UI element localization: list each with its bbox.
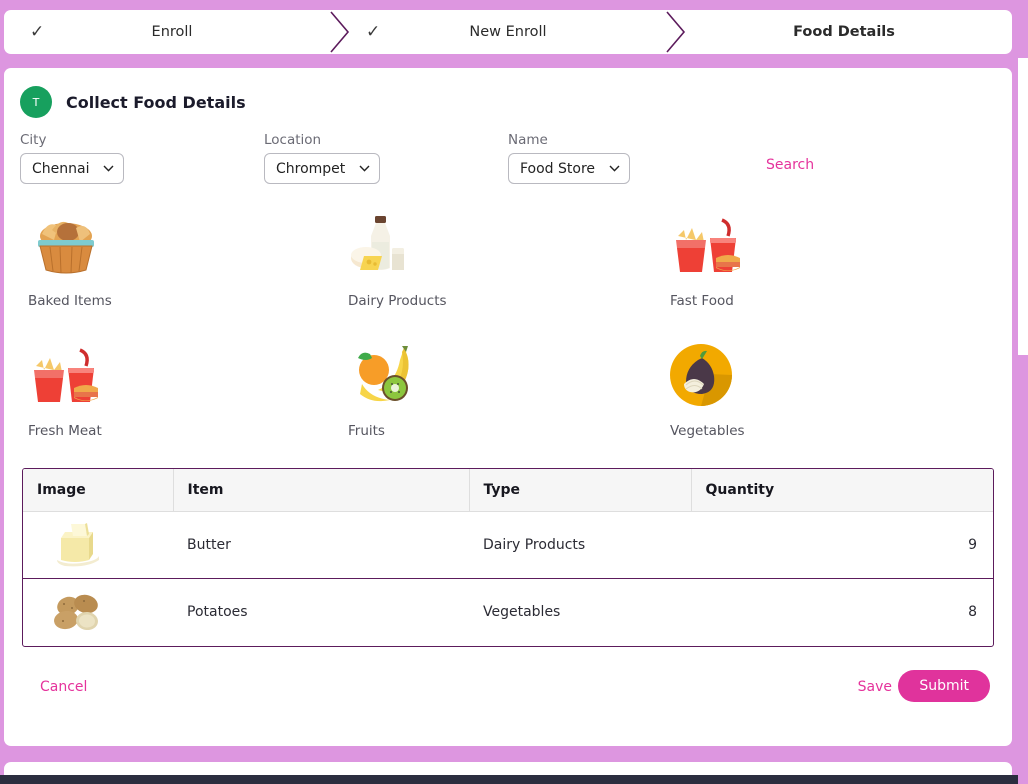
search-button[interactable]: Search xyxy=(766,157,815,173)
bread-basket-icon xyxy=(28,214,228,276)
category-label: Vegetables xyxy=(670,423,745,439)
food-details-card: T Collect Food Details City Chennai Loca… xyxy=(4,68,1012,746)
cell-type: Vegetables xyxy=(483,604,561,621)
city-select-value: Chennai xyxy=(32,160,90,177)
avatar: T xyxy=(20,86,52,118)
eggplant-circle-icon xyxy=(670,344,870,406)
category-item-dairy-products[interactable]: Dairy Products xyxy=(348,214,548,309)
category-item-baked-items[interactable]: Baked Items xyxy=(28,214,228,309)
filter-row: City Chennai Location Chrompet Name Food… xyxy=(4,132,1012,198)
cell-type: Dairy Products xyxy=(469,511,691,579)
category-label: Fresh Meat xyxy=(28,423,102,439)
column-header-type: Type xyxy=(469,469,692,512)
location-label: Location xyxy=(264,132,322,148)
cancel-button[interactable]: Cancel xyxy=(40,678,88,695)
chevron-right-separator-icon xyxy=(666,11,686,53)
food-items-table: Image Item Type Quantity xyxy=(22,468,994,647)
category-grid: Baked Items Dairy Products xyxy=(4,214,1012,468)
card-footer: Cancel Save Submit xyxy=(4,659,1012,721)
chevron-down-icon xyxy=(359,165,370,172)
bottom-bar xyxy=(0,775,1028,784)
cell-item: Butter xyxy=(173,511,469,579)
category-item-vegetables[interactable]: Vegetables xyxy=(670,344,870,439)
column-header-item: Item xyxy=(173,469,470,512)
table-row[interactable]: Butter Dairy Products 9 xyxy=(23,511,993,579)
location-field: Location Chrompet xyxy=(264,132,381,184)
city-label: City xyxy=(20,132,47,148)
butter-icon xyxy=(37,522,173,568)
page-title: Collect Food Details xyxy=(66,92,246,112)
stepper-step-label: Food Details xyxy=(793,24,895,40)
scrollbar-track[interactable] xyxy=(1018,0,1028,784)
card-header: T Collect Food Details xyxy=(4,68,1012,118)
stepper-step-enroll[interactable]: ✓ Enroll xyxy=(4,10,350,54)
stepper-step-label: Enroll xyxy=(151,24,193,40)
category-label: Fast Food xyxy=(670,293,734,309)
city-field: City Chennai xyxy=(20,132,125,184)
check-icon: ✓ xyxy=(30,21,45,42)
save-button[interactable]: Save xyxy=(857,678,892,695)
progress-stepper: ✓ Enroll ✓ New Enroll Food Details xyxy=(4,10,1012,54)
category-item-fruits[interactable]: Fruits xyxy=(348,344,548,439)
banana-orange-kiwi-icon xyxy=(348,344,548,406)
location-select-value: Chrompet xyxy=(276,160,346,177)
submit-button[interactable]: Submit xyxy=(898,669,990,702)
stepper-step-new-enroll[interactable]: ✓ New Enroll xyxy=(340,10,686,54)
column-header-quantity: Quantity xyxy=(691,469,993,512)
fries-drink-burger-icon xyxy=(28,344,228,406)
chevron-down-icon xyxy=(609,165,620,172)
cell-quantity: 8 xyxy=(968,604,977,621)
milk-bottle-cheese-icon xyxy=(348,214,548,276)
location-select[interactable]: Chrompet xyxy=(264,153,381,184)
fries-drink-burger-icon xyxy=(670,214,870,276)
stepper-step-label: New Enroll xyxy=(469,24,547,40)
chevron-down-icon xyxy=(103,165,114,172)
table-header-row: Image Item Type Quantity xyxy=(23,469,993,512)
stepper-step-food-details[interactable]: Food Details xyxy=(676,10,1012,54)
chevron-right-separator-icon xyxy=(330,11,350,53)
category-item-fast-food[interactable]: Fast Food xyxy=(670,214,870,309)
column-header-image: Image xyxy=(23,469,174,512)
name-field: Name Food Store xyxy=(508,132,631,184)
category-label: Baked Items xyxy=(28,293,112,309)
scrollbar-thumb[interactable] xyxy=(1018,58,1028,355)
name-select[interactable]: Food Store xyxy=(508,153,631,184)
cell-item: Potatoes xyxy=(187,604,248,621)
category-label: Dairy Products xyxy=(348,293,447,309)
table-row[interactable]: Potatoes Vegetables 8 xyxy=(23,579,993,646)
cell-quantity: 9 xyxy=(691,511,993,579)
name-label: Name xyxy=(508,132,548,148)
name-select-value: Food Store xyxy=(520,160,596,177)
check-icon: ✓ xyxy=(366,21,381,42)
city-select[interactable]: Chennai xyxy=(20,153,125,184)
category-item-fresh-meat[interactable]: Fresh Meat xyxy=(28,344,228,439)
potatoes-icon xyxy=(37,590,173,634)
category-label: Fruits xyxy=(348,423,385,439)
